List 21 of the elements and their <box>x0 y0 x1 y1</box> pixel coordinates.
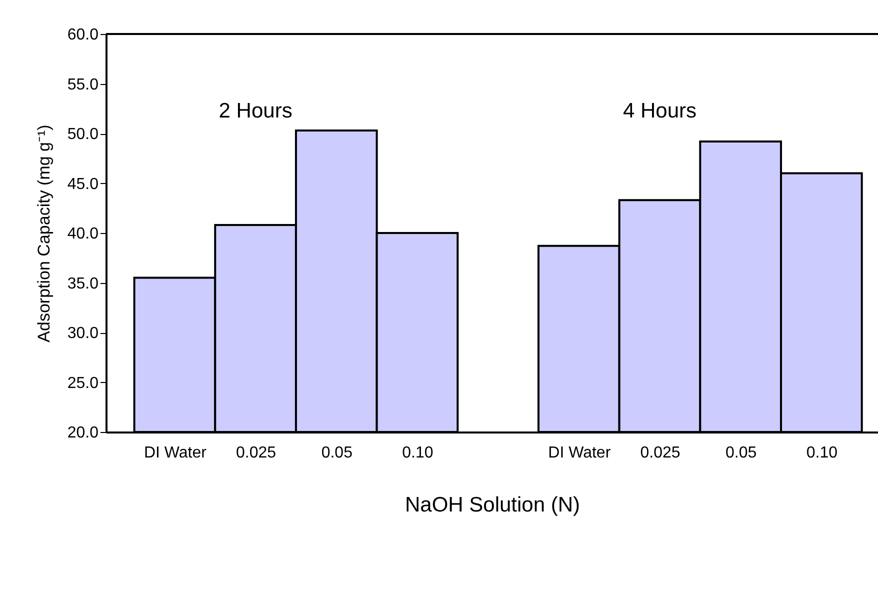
x-tick-label: 0.025 <box>640 444 680 462</box>
x-tick-label: 0.10 <box>806 444 838 462</box>
y-axis-title: Adsorption Capacity (mg g⁻¹) <box>34 124 54 342</box>
y-tick-label: 50.0 <box>67 126 99 143</box>
annotation: 2 Hours <box>218 100 292 123</box>
y-tick-label: 55.0 <box>67 76 99 94</box>
y-tick-label: 60.0 <box>67 26 99 44</box>
y-tick-label: 35.0 <box>67 275 99 292</box>
x-tick-label: 0.05 <box>321 444 353 462</box>
y-tick-label: 25.0 <box>67 374 99 392</box>
x-tick-label: 0.10 <box>402 444 434 462</box>
annotation: 4 Hours <box>622 100 697 123</box>
y-tick-label: 20.0 <box>67 424 99 442</box>
x-axis-title: NaOH Solution (N) <box>404 494 580 516</box>
x-tick-label: 0.025 <box>236 444 276 462</box>
x-tick-label: DI Water <box>548 444 612 462</box>
y-tick-label: 30.0 <box>67 325 99 342</box>
y-tick-label: 45.0 <box>67 176 99 193</box>
x-tick-label: DI Water <box>144 444 208 462</box>
y-tick-label: 40.0 <box>67 226 99 242</box>
x-tick-label: 0.05 <box>726 444 757 462</box>
